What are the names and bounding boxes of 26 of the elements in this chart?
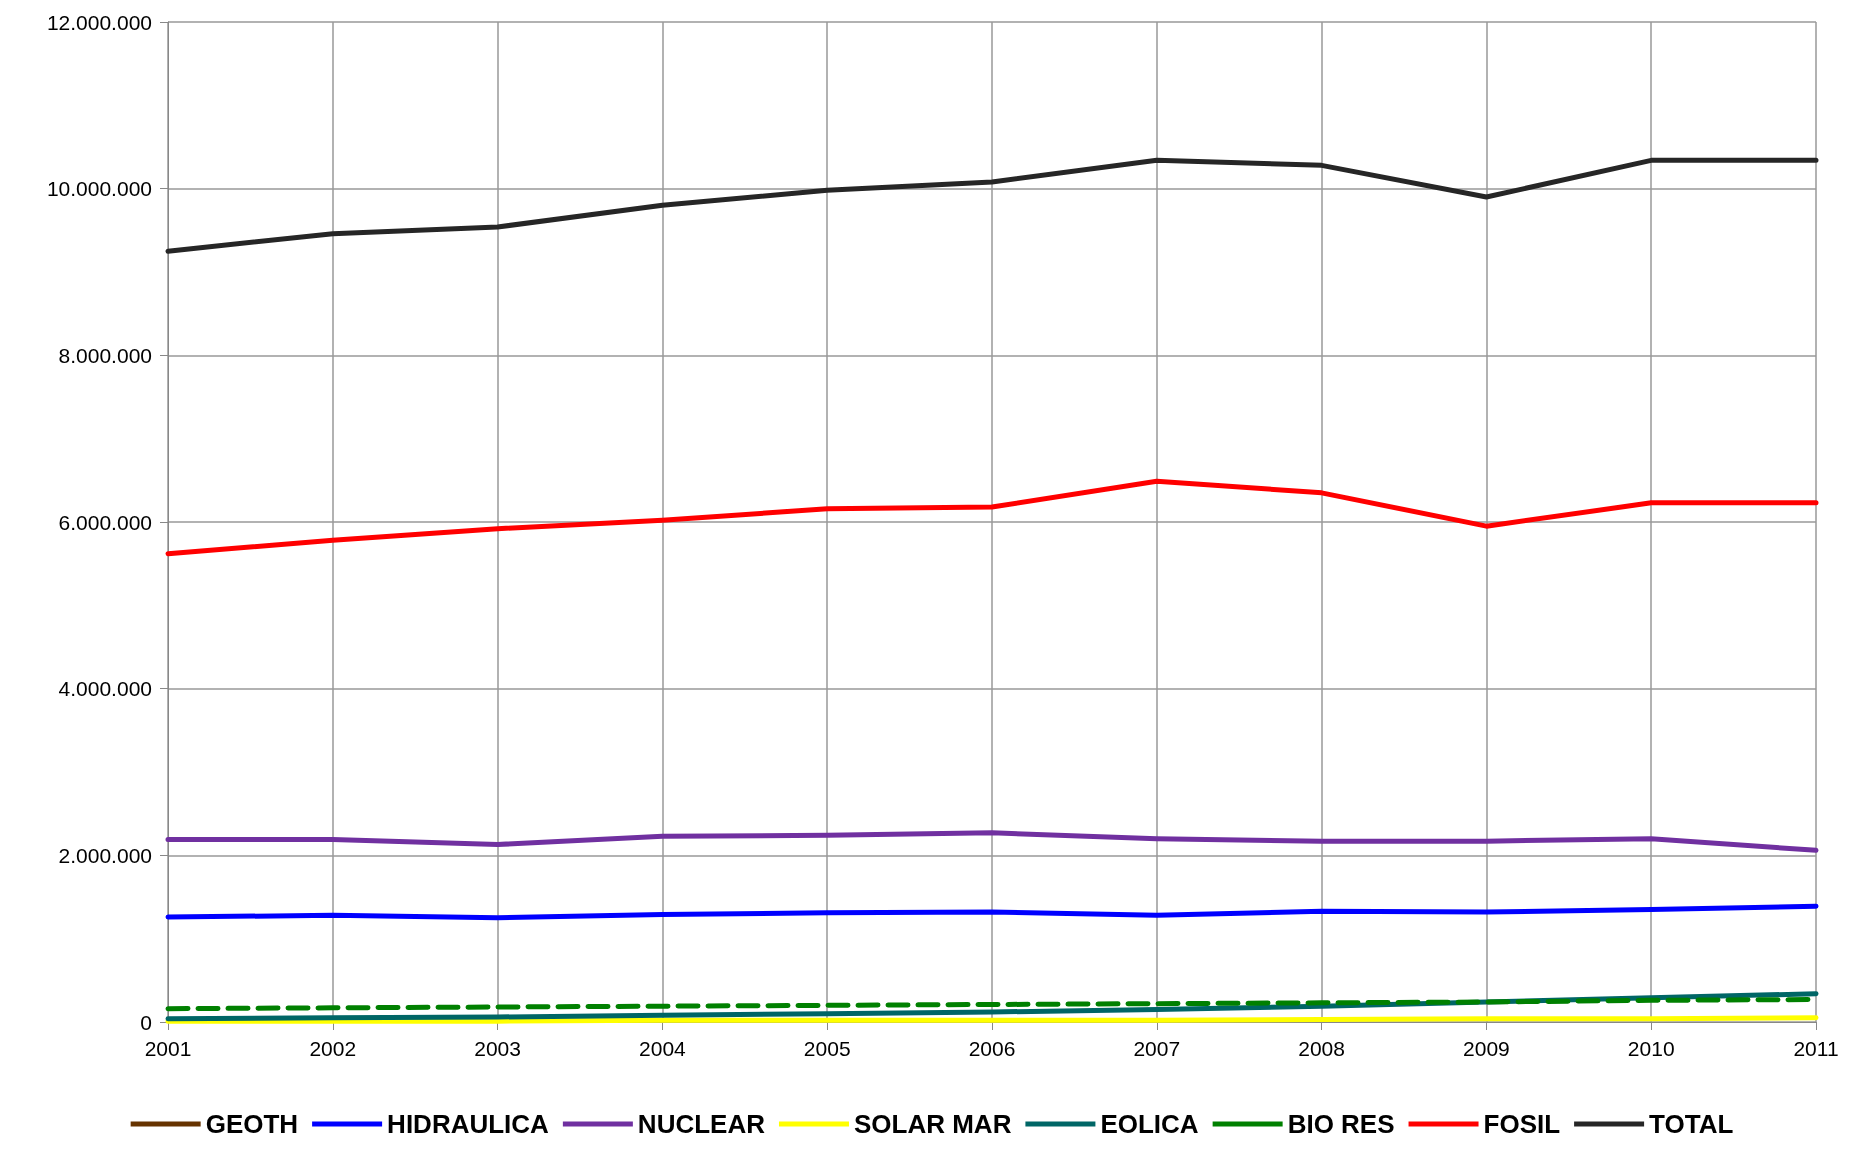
legend-label: FOSIL: [1483, 1109, 1561, 1139]
legend-label: TOTAL: [1649, 1109, 1734, 1139]
legend-label: HIDRAULICA: [387, 1109, 550, 1139]
legend-label: GEOTH: [205, 1109, 299, 1139]
x-tick-label: 2005: [803, 1037, 851, 1060]
legend-label: NUCLEAR: [637, 1109, 766, 1139]
x-tick-label: 2011: [1793, 1037, 1839, 1060]
legend-label: SOLAR MAR: [853, 1109, 1012, 1139]
y-tick-label: 12.000.000: [46, 10, 152, 34]
y-tick-label: 10.000.000: [46, 177, 152, 201]
legend-label: BIO RES: [1287, 1109, 1395, 1139]
legend-label: EOLICA: [1100, 1109, 1199, 1139]
y-tick-label: 4.000.000: [58, 677, 152, 701]
x-tick-label: 2008: [1298, 1037, 1345, 1060]
x-tick-label: 2001: [144, 1037, 192, 1060]
y-tick-label: 6.000.000: [58, 510, 152, 534]
y-tick-label: 8.000.000: [58, 343, 152, 367]
x-tick-label: 2009: [1463, 1037, 1510, 1060]
x-tick-label: 2003: [474, 1037, 521, 1060]
x-tick-label: 2007: [1133, 1037, 1181, 1060]
y-tick-label: 0: [140, 1010, 152, 1034]
x-tick-label: 2010: [1627, 1037, 1675, 1060]
y-tick-label: 2.000.000: [58, 843, 152, 867]
x-tick-label: 2002: [309, 1037, 357, 1060]
x-tick-label: 2004: [639, 1037, 687, 1060]
x-tick-label: 2006: [968, 1037, 1016, 1060]
